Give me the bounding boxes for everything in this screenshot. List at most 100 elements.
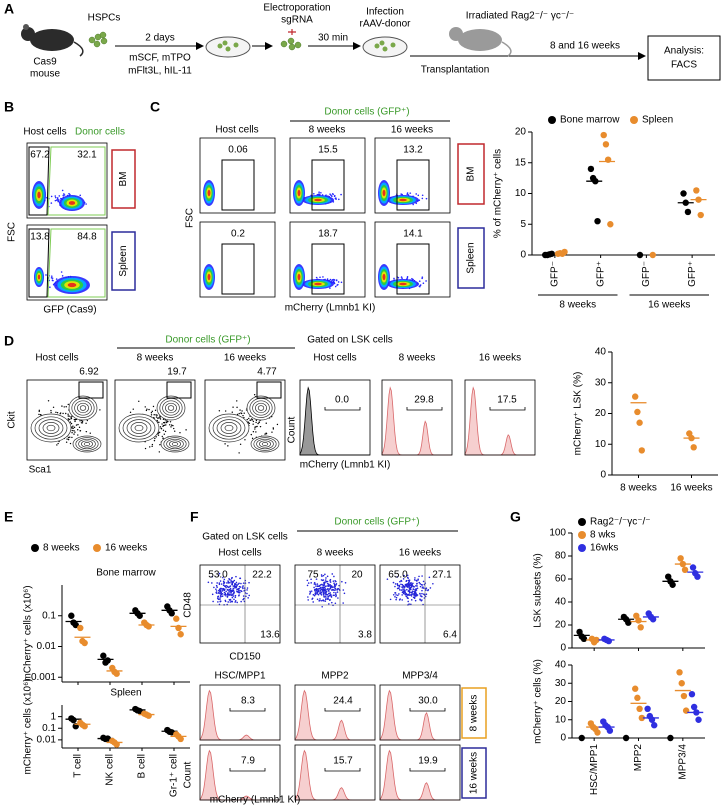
flow-graphic [160, 428, 163, 430]
flow-graphic [54, 196, 57, 199]
flow-graphic [320, 594, 323, 596]
flow-graphic [314, 583, 317, 585]
flow-graphic [217, 601, 219, 603]
flow-graphic [335, 595, 337, 598]
flow-graphic [239, 577, 241, 580]
flow-graphic [333, 575, 335, 578]
flow-graphic [73, 426, 76, 429]
flow-graphic [423, 587, 425, 589]
flow-graphic [413, 597, 416, 599]
flow-graphic [400, 193, 402, 195]
flow-graphic [229, 593, 231, 595]
data-point [634, 408, 641, 416]
flow-graphic [406, 574, 409, 577]
flow-graphic [240, 600, 242, 603]
data-point [145, 623, 152, 630]
flow-graphic [289, 221, 366, 298]
axis-label: Count [287, 416, 298, 443]
flow-graphic [400, 583, 402, 586]
gate-value: 24.4 [333, 696, 353, 707]
flow-graphic [71, 432, 73, 434]
flow-graphic [324, 407, 361, 411]
data-point [606, 727, 614, 734]
data-point [690, 444, 697, 451]
x-tick-label: GFP⁺ [595, 261, 606, 287]
flow-graphic [240, 590, 243, 593]
flow-graphic [56, 411, 59, 414]
data-point [136, 612, 143, 619]
label: Cas9 [33, 57, 57, 68]
flow-graphic [235, 581, 238, 584]
flow-graphic [231, 594, 233, 597]
y-tick-label: 0.001 [31, 672, 56, 683]
flow-graphic [171, 442, 179, 446]
flow-graphic [144, 447, 147, 450]
flow-graphic [410, 599, 413, 601]
data-point [70, 716, 77, 724]
flow-graphic [224, 585, 227, 587]
x-tick-label: GFP⁻ [550, 261, 561, 287]
data-point [605, 637, 612, 645]
flow-graphic [208, 413, 250, 443]
flow-graphic [67, 282, 77, 288]
flow-graphic [237, 588, 239, 590]
label: sgRNA [281, 15, 313, 26]
flow-graphic [412, 203, 414, 206]
flow-graphic [421, 592, 423, 595]
column-header: MPP2 [321, 671, 349, 682]
gate-value: 19.7 [167, 367, 187, 378]
flow-graphic [238, 452, 240, 454]
flow-graphic [395, 598, 397, 601]
flow-graphic [241, 410, 243, 412]
flow-graphic [406, 193, 409, 195]
label: Transplantation [421, 65, 490, 76]
flow-graphic [85, 203, 87, 205]
flow-graphic [317, 588, 320, 590]
flow-graphic [155, 416, 158, 418]
flow-graphic [231, 576, 233, 579]
flow-graphic [218, 410, 221, 412]
flow-graphic [324, 573, 326, 576]
legend-label: Bone marrow [560, 115, 620, 126]
column-header: Host cells [35, 353, 78, 364]
flow-graphic [234, 596, 237, 599]
flow-graphic [407, 597, 409, 600]
column-header: 8 weeks [137, 353, 174, 364]
gate-value: 13.8 [30, 232, 50, 243]
flow-graphic [421, 277, 423, 280]
flow-graphic [335, 593, 337, 596]
flow-graphic [225, 594, 227, 597]
mouse-icon [30, 29, 74, 51]
row-label: 16 weeks [469, 752, 480, 794]
section-header: Gated on LSK cells [202, 532, 288, 543]
flow-graphic [58, 199, 60, 201]
flow-graphic [309, 590, 311, 593]
legend-marker [578, 544, 586, 552]
flow-graphic [421, 589, 423, 592]
flow-graphic [416, 587, 419, 590]
flow-graphic [396, 587, 399, 590]
flow-graphic [38, 410, 40, 413]
flow-graphic [394, 596, 396, 598]
flow-graphic [50, 202, 53, 204]
flow-graphic [221, 159, 255, 211]
flow-graphic [73, 433, 75, 435]
data-point [68, 612, 75, 619]
flow-graphic [328, 592, 330, 595]
flow-graphic [55, 199, 58, 201]
flow-graphic [71, 436, 73, 439]
flow-graphic [230, 592, 233, 594]
flow-graphic [165, 402, 177, 414]
flow-graphic [229, 768, 266, 772]
flow-graphic [227, 586, 230, 589]
flow-graphic [336, 589, 338, 591]
flow-graphic [325, 577, 327, 579]
flow-graphic [242, 414, 244, 417]
flow-graphic [312, 601, 314, 603]
gate-value: 53.0 [208, 570, 228, 581]
flow-graphic [65, 406, 67, 408]
flow-graphic [416, 582, 418, 585]
flow-graphic [311, 243, 345, 295]
flow-graphic [329, 592, 332, 594]
flow-graphic [157, 417, 159, 419]
